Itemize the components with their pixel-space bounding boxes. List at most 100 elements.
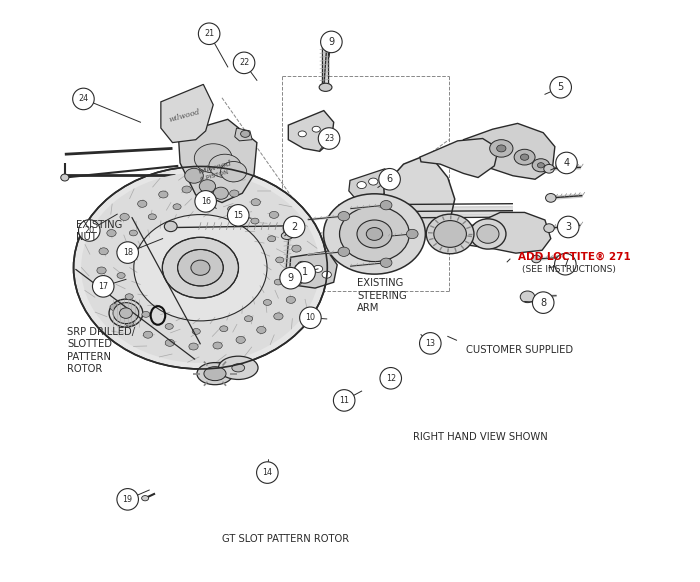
Text: EXISTING
STEERING
ARM: EXISTING STEERING ARM (357, 278, 407, 313)
Ellipse shape (490, 140, 513, 157)
Ellipse shape (101, 286, 110, 293)
Text: 11: 11 (340, 396, 349, 405)
Ellipse shape (74, 166, 328, 369)
Circle shape (294, 262, 316, 283)
Polygon shape (161, 84, 214, 143)
Ellipse shape (241, 130, 250, 137)
Ellipse shape (220, 161, 246, 182)
Text: 23: 23 (324, 134, 334, 143)
Polygon shape (384, 157, 455, 237)
Ellipse shape (130, 230, 137, 236)
Ellipse shape (538, 162, 545, 168)
Ellipse shape (545, 193, 556, 203)
Polygon shape (463, 123, 555, 179)
Text: 13: 13 (426, 339, 435, 348)
Text: 21: 21 (204, 29, 214, 38)
Ellipse shape (220, 326, 228, 332)
Ellipse shape (99, 248, 108, 255)
Ellipse shape (366, 228, 383, 240)
Ellipse shape (138, 200, 147, 207)
Ellipse shape (125, 294, 133, 300)
Text: 8: 8 (540, 297, 546, 308)
Ellipse shape (531, 255, 541, 262)
Text: 12: 12 (386, 374, 396, 383)
Ellipse shape (270, 211, 279, 218)
Ellipse shape (200, 201, 209, 207)
Ellipse shape (142, 311, 150, 317)
Ellipse shape (314, 265, 323, 272)
Ellipse shape (218, 356, 258, 379)
Text: 5: 5 (558, 82, 564, 93)
Circle shape (73, 88, 94, 109)
Circle shape (419, 333, 441, 354)
Ellipse shape (295, 264, 304, 271)
Ellipse shape (319, 83, 332, 91)
Ellipse shape (263, 300, 272, 306)
Ellipse shape (244, 316, 253, 322)
Circle shape (198, 23, 220, 45)
Ellipse shape (206, 350, 244, 372)
Text: 9: 9 (328, 37, 335, 47)
Ellipse shape (298, 131, 307, 137)
Ellipse shape (497, 145, 506, 152)
Text: 22: 22 (239, 58, 249, 68)
Ellipse shape (148, 214, 156, 219)
Polygon shape (349, 169, 392, 199)
Ellipse shape (204, 367, 226, 381)
Ellipse shape (251, 218, 259, 224)
Polygon shape (463, 212, 551, 253)
Ellipse shape (236, 336, 245, 343)
Ellipse shape (117, 272, 125, 278)
Ellipse shape (195, 144, 232, 173)
Ellipse shape (257, 327, 266, 333)
Ellipse shape (61, 174, 69, 181)
Ellipse shape (357, 220, 392, 248)
Ellipse shape (178, 250, 223, 286)
Ellipse shape (274, 279, 282, 285)
Ellipse shape (209, 154, 241, 178)
Circle shape (284, 217, 305, 238)
Text: 4: 4 (564, 158, 570, 168)
Ellipse shape (251, 198, 260, 205)
Ellipse shape (134, 215, 267, 321)
Circle shape (321, 31, 342, 53)
Polygon shape (234, 128, 252, 141)
Circle shape (379, 169, 400, 190)
Ellipse shape (293, 278, 302, 285)
Ellipse shape (228, 206, 236, 212)
Circle shape (557, 217, 579, 238)
Ellipse shape (292, 245, 301, 252)
Text: 17: 17 (98, 282, 108, 291)
Text: 6: 6 (386, 174, 393, 184)
Ellipse shape (340, 207, 410, 262)
Circle shape (318, 128, 340, 150)
Ellipse shape (109, 299, 143, 327)
Ellipse shape (213, 342, 223, 349)
Ellipse shape (113, 303, 139, 324)
Ellipse shape (321, 132, 330, 138)
Ellipse shape (514, 149, 535, 165)
Ellipse shape (338, 247, 350, 257)
Text: 3: 3 (565, 222, 571, 232)
Ellipse shape (159, 191, 168, 198)
Ellipse shape (477, 225, 499, 243)
Ellipse shape (532, 159, 550, 172)
Circle shape (333, 390, 355, 411)
Text: wilwood: wilwood (167, 108, 201, 125)
Ellipse shape (199, 180, 216, 193)
Ellipse shape (197, 344, 253, 378)
Ellipse shape (520, 291, 535, 303)
Ellipse shape (357, 182, 366, 189)
Text: 9: 9 (288, 273, 294, 283)
Circle shape (280, 268, 302, 289)
Ellipse shape (189, 343, 198, 350)
Ellipse shape (120, 308, 132, 318)
Ellipse shape (118, 250, 127, 256)
Ellipse shape (173, 204, 181, 210)
Ellipse shape (276, 257, 284, 263)
Polygon shape (288, 111, 334, 151)
Text: RIGHT HAND VIEW SHOWN: RIGHT HAND VIEW SHOWN (413, 432, 547, 442)
Circle shape (554, 253, 576, 275)
Ellipse shape (298, 261, 307, 268)
Circle shape (117, 242, 139, 263)
